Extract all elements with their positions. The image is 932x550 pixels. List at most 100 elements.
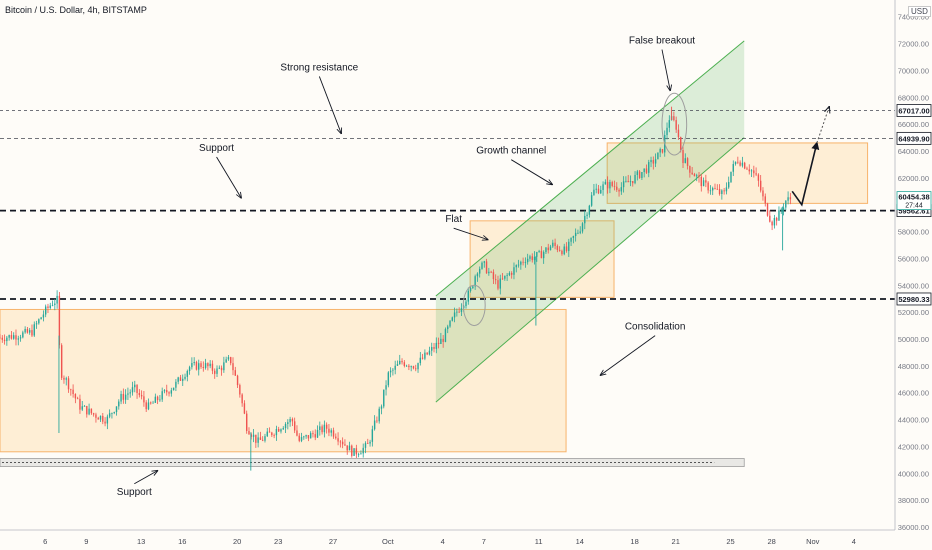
candle-body — [424, 352, 426, 359]
candle-body — [698, 175, 700, 177]
annotation-label[interactable]: Support — [199, 143, 234, 154]
currency-label[interactable]: USD — [908, 6, 931, 17]
candle-body — [494, 279, 497, 281]
candle-body — [216, 368, 218, 374]
candle-body — [417, 363, 419, 370]
current-price-tag[interactable] — [896, 191, 932, 211]
price-tick-label: 74000.00 — [898, 13, 929, 22]
candle-body — [410, 366, 412, 368]
growth-channel-lower-line[interactable] — [435, 137, 745, 403]
candle-body — [627, 180, 629, 183]
breakout-ellipse[interactable] — [661, 92, 688, 156]
candle-body — [593, 189, 595, 196]
candle-body — [568, 241, 570, 252]
candle-body — [122, 393, 125, 400]
candle-body — [136, 384, 138, 394]
candle-body — [17, 338, 19, 340]
annotation-label[interactable]: Growth channel — [476, 146, 546, 157]
candle-body — [72, 389, 74, 395]
time-axis[interactable]: 6 9 13 16 20 23 27 Oct 4 7 11 14 18 21 25 28 Nov 4 — [0, 529, 932, 550]
price-tick-label: 52000.00 — [898, 308, 929, 317]
time-tick-label: 9 — [84, 537, 88, 546]
zone-range[interactable] — [606, 142, 869, 204]
candle-body — [316, 429, 319, 438]
candle-body — [403, 362, 406, 366]
candle-body — [522, 261, 524, 263]
candle-body — [330, 430, 332, 433]
price-tick-label: 54000.00 — [898, 281, 929, 290]
candle-body — [771, 221, 773, 226]
candle-body — [134, 384, 136, 388]
candle-body — [177, 377, 179, 382]
candle-body — [746, 168, 748, 170]
time-tick-label: 16 — [178, 537, 186, 546]
candle-body — [581, 223, 584, 232]
candle-body — [239, 385, 241, 395]
candle-body — [83, 405, 86, 407]
candle-body — [625, 180, 627, 182]
candle-body — [563, 246, 565, 255]
candle-body — [353, 448, 355, 456]
candle-body — [510, 272, 513, 275]
candle-body — [367, 443, 369, 444]
annotation-label[interactable]: Flat — [445, 214, 462, 225]
price-level-tag-label: 64939.90 — [898, 134, 929, 143]
candle-body — [666, 127, 668, 136]
candle-body — [572, 236, 575, 238]
candle-body — [63, 377, 65, 380]
candle-body — [118, 401, 120, 407]
breakout-ellipse[interactable] — [462, 284, 486, 327]
candle-body — [650, 160, 652, 163]
candle-body — [401, 360, 403, 363]
annotation-arrow — [216, 156, 242, 198]
candle-body — [245, 413, 248, 431]
candle-body — [542, 252, 545, 259]
candle-body — [357, 454, 360, 456]
candle-body — [348, 445, 351, 451]
candle-body — [241, 394, 243, 404]
candle-body — [99, 415, 102, 420]
candle-body — [145, 402, 147, 410]
candle-body — [31, 330, 33, 336]
candle-body — [328, 428, 330, 433]
candle-body — [433, 347, 435, 349]
candle-body — [143, 396, 145, 403]
candle-body — [19, 337, 22, 339]
candle-body — [232, 363, 234, 371]
candle-body — [248, 430, 250, 435]
candle-body — [730, 171, 732, 183]
candle-body — [773, 217, 776, 226]
annotation-label[interactable]: Strong resistance — [280, 62, 358, 73]
candle-body — [673, 116, 675, 121]
growth-channel-upper-line[interactable] — [435, 40, 745, 297]
candle-body — [277, 429, 280, 432]
candle-body — [268, 431, 271, 433]
candle-body — [209, 363, 211, 367]
candle-body — [252, 434, 255, 437]
candle-body — [257, 437, 259, 443]
price-tick-label: 66000.00 — [898, 120, 929, 129]
zone-flat[interactable] — [469, 220, 615, 298]
time-tick-label: 6 — [43, 537, 47, 546]
candle-body — [218, 367, 221, 369]
time-tick-label: 4 — [852, 537, 856, 546]
price-level-tag[interactable] — [896, 292, 932, 306]
projection-arrow[interactable] — [791, 141, 820, 207]
candle-body — [606, 181, 609, 189]
annotation-label[interactable]: Consolidation — [625, 322, 686, 333]
candle-body — [686, 158, 689, 166]
price-level-tag[interactable] — [896, 131, 932, 145]
support-band[interactable] — [0, 458, 745, 467]
candle-body — [129, 392, 131, 394]
annotation-arrow — [600, 335, 656, 376]
price-axis[interactable]: 36000.00 38000.00 40000.00 42000.00 44000.00… — [894, 0, 932, 550]
candle-body — [545, 247, 547, 253]
annotation-label[interactable]: False breakout — [629, 36, 695, 47]
candle-body — [691, 172, 693, 175]
annotation-label[interactable]: Support — [117, 487, 152, 498]
price-level-tag[interactable] — [896, 104, 932, 117]
candle-body — [337, 438, 339, 442]
candle-body — [762, 190, 764, 197]
candle-body — [184, 376, 186, 379]
